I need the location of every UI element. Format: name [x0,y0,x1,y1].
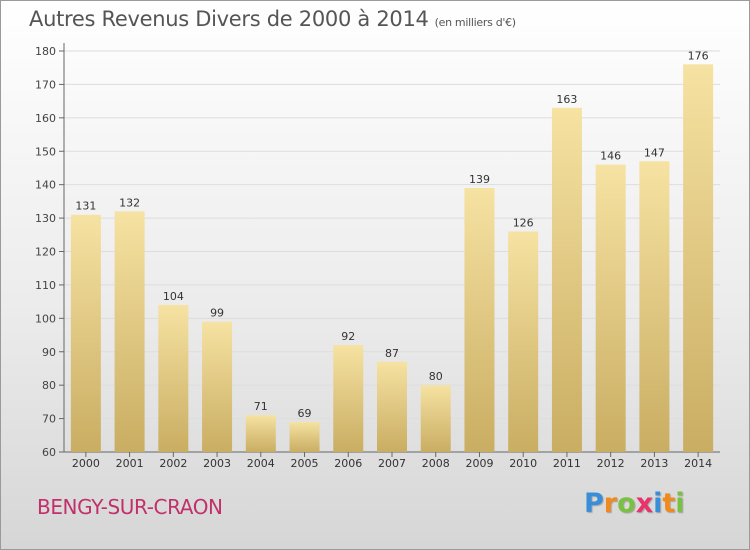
bar [158,304,189,452]
bar [202,321,233,452]
proxiti-logo: Proxiti [584,488,685,519]
y-tick-label: 70 [42,413,56,426]
bar [333,345,364,452]
data-label: 126 [513,216,534,229]
x-tick-label: 2013 [640,457,668,470]
y-tick-label: 100 [35,312,56,325]
x-tick-label: 2008 [422,457,450,470]
y-tick-label: 80 [42,379,56,392]
data-label: 69 [298,407,312,420]
y-tick-label: 60 [42,446,56,459]
chart-subtitle: (en milliers d'€) [434,16,516,29]
y-tick-label: 90 [42,346,56,359]
data-label: 163 [556,93,577,106]
x-tick-label: 2010 [509,457,537,470]
x-tick-label: 2011 [553,457,581,470]
data-label: 176 [688,49,709,62]
x-tick-label: 2009 [465,457,493,470]
y-tick-label: 150 [35,145,56,158]
x-tick-label: 2005 [291,457,319,470]
y-tick-label: 130 [35,212,56,225]
x-tick-label: 2002 [159,457,187,470]
y-tick-label: 180 [35,45,56,58]
bar [508,231,539,452]
y-tick-label: 110 [35,279,56,292]
logo-letter: x [635,488,654,519]
x-tick-label: 2000 [72,457,100,470]
logo-letter: r [603,488,618,519]
y-tick-label: 160 [35,112,56,125]
bar [639,161,670,452]
x-tick-label: 2012 [597,457,625,470]
logo-letter: i [653,488,663,519]
bar [683,64,714,452]
y-tick-label: 140 [35,179,56,192]
commune-name: BENGY-SUR-CRAON [37,495,223,519]
bar [114,211,145,452]
x-tick-label: 2003 [203,457,231,470]
data-label: 80 [429,370,443,383]
data-label: 146 [600,150,621,163]
y-tick-label: 170 [35,78,56,91]
bar [420,385,451,452]
data-label: 71 [254,400,268,413]
bar [70,214,101,452]
x-tick-label: 2006 [334,457,362,470]
data-label: 92 [341,330,355,343]
chart-title: Autres Revenus Divers de 2000 à 2014 (en … [29,7,516,31]
data-label: 139 [469,173,490,186]
logo-letter: o [617,488,636,519]
data-label: 132 [119,196,140,209]
logo-letter: t [662,488,676,519]
x-tick-label: 2007 [378,457,406,470]
y-tick-label: 120 [35,246,56,259]
data-label: 99 [210,307,224,320]
x-tick-label: 2004 [247,457,275,470]
logo-letter: i [675,488,685,519]
bar [595,164,626,452]
chart-title-text: Autres Revenus Divers de 2000 à 2014 [29,7,429,31]
bar [245,415,276,452]
bar [377,361,407,452]
x-tick-label: 2001 [116,457,144,470]
data-label: 147 [644,146,665,159]
x-tick-label: 2014 [684,457,712,470]
data-label: 87 [385,347,399,360]
bar [289,421,320,452]
data-label: 104 [163,290,184,303]
data-label: 131 [75,200,96,213]
bar [551,107,582,452]
bar [464,188,495,452]
logo-letter: P [584,488,604,519]
